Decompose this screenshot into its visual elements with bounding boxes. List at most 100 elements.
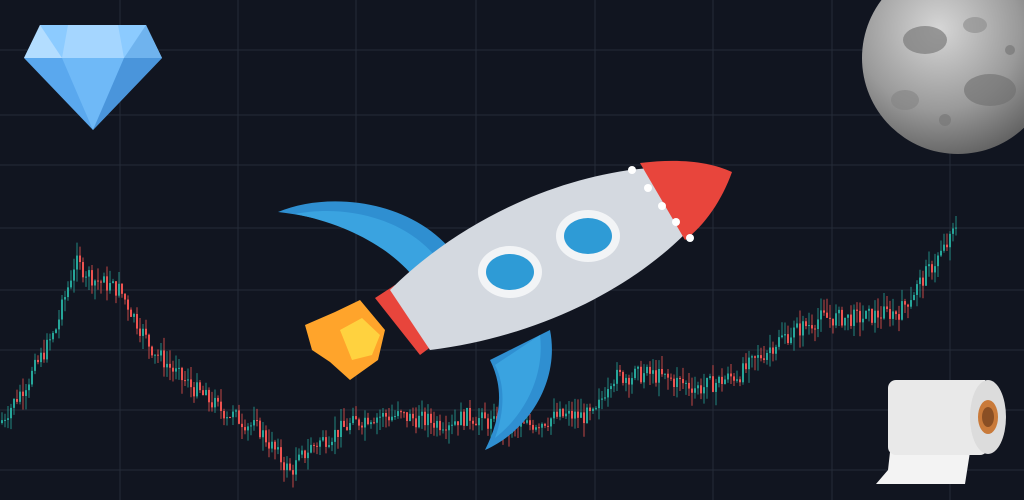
candle-body	[796, 323, 798, 328]
candle-body	[259, 420, 261, 438]
candle-body	[565, 413, 567, 417]
candle-body	[484, 412, 486, 419]
candle-body	[835, 313, 837, 326]
candle-body	[292, 470, 294, 475]
candle-body	[724, 379, 726, 384]
candle-body	[133, 313, 135, 317]
candle-body	[952, 228, 954, 234]
candle-body	[577, 411, 579, 418]
candle-body	[655, 370, 657, 383]
candle-body	[712, 376, 714, 392]
candle-body	[97, 280, 99, 282]
candle-body	[769, 347, 771, 353]
candle-body	[385, 412, 387, 417]
candle-body	[349, 423, 351, 431]
candle-body	[31, 370, 33, 385]
candle-body	[364, 417, 366, 428]
candle-body	[604, 397, 606, 399]
candle-body	[127, 299, 129, 310]
candle-body	[814, 328, 816, 330]
candle-body	[4, 419, 6, 421]
candle-body	[7, 418, 9, 420]
candle-body	[373, 422, 375, 424]
candle-body	[271, 441, 273, 449]
candle-body	[328, 445, 330, 447]
candle-body	[493, 416, 495, 419]
candle-body	[682, 379, 684, 384]
candle-body	[553, 411, 555, 419]
candle-body	[616, 369, 618, 384]
candle-body	[754, 356, 756, 358]
candle-body	[106, 276, 108, 291]
candle-body	[823, 310, 825, 313]
candle-body	[148, 334, 150, 347]
candle-body	[244, 427, 246, 431]
candle-body	[793, 327, 795, 338]
candle-body	[727, 373, 729, 380]
candle-body	[454, 421, 456, 425]
candle-body	[202, 390, 204, 396]
candle-body	[733, 376, 735, 381]
candle-body	[394, 416, 396, 418]
candle-body	[532, 424, 534, 430]
candle-body	[847, 314, 849, 318]
diamond-icon	[24, 25, 162, 130]
candle-body	[220, 401, 222, 411]
candle-body	[799, 323, 801, 336]
candle-body	[367, 417, 369, 425]
candle-body	[469, 407, 471, 421]
candle-body	[379, 416, 381, 418]
candle-body	[652, 370, 654, 374]
candle-body	[685, 382, 687, 384]
candle-body	[694, 388, 696, 393]
candle-body	[589, 407, 591, 411]
candle-body	[460, 411, 462, 426]
candle-body	[421, 411, 423, 416]
candle-body	[403, 412, 405, 414]
candle-body	[331, 441, 333, 446]
candle-body	[61, 299, 63, 320]
candle-body	[895, 311, 897, 315]
candle-body	[901, 301, 903, 320]
candle-body	[268, 442, 270, 449]
candle-body	[937, 255, 939, 267]
candle-body	[898, 314, 900, 320]
candle-body	[640, 366, 642, 383]
candle-body	[910, 300, 912, 307]
candle-body	[40, 352, 42, 363]
candle-body	[541, 423, 543, 428]
candle-body	[25, 390, 27, 396]
candle-body	[664, 373, 666, 375]
candle-body	[166, 363, 168, 368]
candle-body	[298, 454, 300, 461]
candle-body	[181, 367, 183, 381]
candle-body	[406, 412, 408, 422]
candle-body	[151, 346, 153, 356]
candle-body	[70, 280, 72, 288]
candle-body	[673, 378, 675, 388]
candle-body	[709, 376, 711, 378]
candle-body	[649, 366, 651, 374]
candle-body	[448, 425, 450, 431]
candle-body	[130, 309, 132, 317]
candle-body	[679, 377, 681, 380]
candle-body	[136, 313, 138, 329]
candle-body	[874, 310, 876, 323]
candle-body	[154, 354, 156, 356]
candle-body	[109, 282, 111, 291]
candle-body	[892, 311, 894, 319]
candle-body	[433, 422, 435, 428]
moon-icon	[862, 0, 1024, 154]
candle-body	[646, 366, 648, 374]
candle-body	[715, 382, 717, 392]
candle-body	[481, 412, 483, 419]
candle-body	[427, 413, 429, 426]
candle-body	[571, 410, 573, 419]
candle-body	[580, 412, 582, 418]
candle-body	[574, 411, 576, 419]
candle-body	[85, 276, 87, 278]
candle-body	[418, 415, 420, 428]
candle-body	[691, 388, 693, 393]
candle-body	[16, 399, 18, 402]
